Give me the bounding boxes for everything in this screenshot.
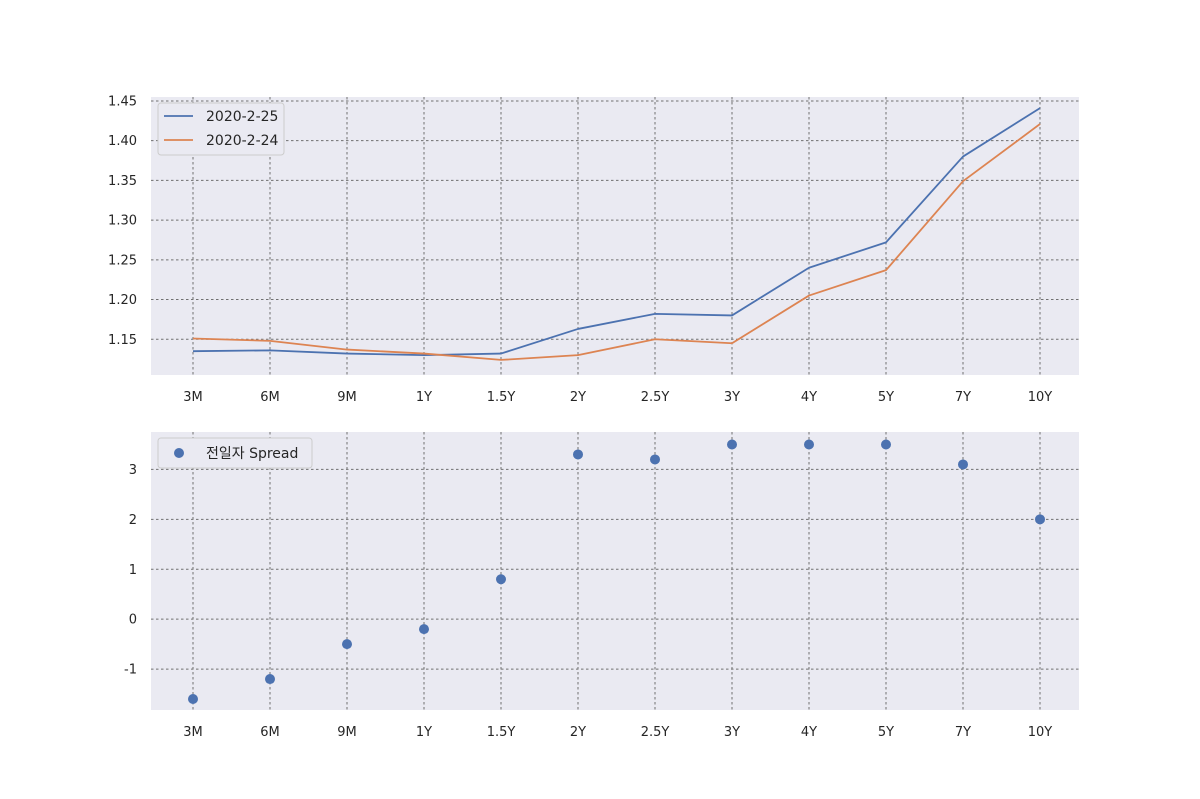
bottom-y-tick-2: 1 xyxy=(129,563,137,578)
spread-point-1y xyxy=(419,624,429,635)
bottom-x-ticks: 3M 6M 9M 1Y 1.5Y 2Y 2.5Y 3Y 4Y 5Y 7Y 10Y xyxy=(183,725,1052,740)
top-x-tick-6m: 6M xyxy=(260,390,280,405)
bottom-legend-box xyxy=(157,437,313,469)
spread-point-2-5y xyxy=(650,454,660,465)
top-legend: 2020-2-25 2020-2-24 xyxy=(157,102,285,156)
bottom-chart-panel: -1 0 1 2 3 3M 6M 9M 1Y 1.5Y 2Y 2.5Y 3Y 4Y 5Y 7Y 10Y 전일자… xyxy=(124,432,1079,740)
top-y-tick-6: 1.45 xyxy=(108,94,137,109)
bottom-x-tick-2-5y: 2.5Y xyxy=(641,725,670,740)
top-y-ticks: 1.15 1.20 1.25 1.30 1.35 1.40 1.45 xyxy=(108,94,137,347)
top-y-tick-3: 1.30 xyxy=(108,214,137,229)
top-y-tick-4: 1.35 xyxy=(108,174,137,189)
spread-point-5y xyxy=(881,439,891,450)
bottom-y-tick-3: 2 xyxy=(129,513,137,528)
bottom-series xyxy=(188,439,1045,705)
legend-label-2020-2-24: 2020-2-24 xyxy=(206,133,279,149)
bottom-x-tick-10y: 10Y xyxy=(1028,725,1053,740)
top-y-tick-2: 1.25 xyxy=(108,253,137,268)
top-x-ticks: 3M 6M 9M 1Y 1.5Y 2Y 2.5Y 3Y 4Y 5Y 7Y 10Y xyxy=(183,390,1052,405)
bottom-grid xyxy=(151,432,1079,710)
top-x-tick-2-5y: 2.5Y xyxy=(641,390,670,405)
spread-point-4y xyxy=(804,439,814,450)
bottom-x-tick-6m: 6M xyxy=(260,725,280,740)
bottom-plot-area xyxy=(151,432,1079,710)
bottom-x-tick-5y: 5Y xyxy=(878,725,894,740)
top-x-tick-10y: 10Y xyxy=(1028,390,1053,405)
top-y-tick-0: 1.15 xyxy=(108,333,137,348)
spread-point-3y xyxy=(727,439,737,450)
bottom-x-tick-3m: 3M xyxy=(183,725,203,740)
bottom-y-tick-0: -1 xyxy=(124,663,137,678)
spread-point-9m xyxy=(342,639,352,650)
top-x-tick-1y: 1Y xyxy=(416,390,432,405)
series-line-2020-2-25 xyxy=(192,107,1041,357)
spread-point-1-5y xyxy=(496,574,506,585)
bottom-x-tick-4y: 4Y xyxy=(801,725,817,740)
spread-point-3m xyxy=(188,694,198,705)
top-x-tick-2y: 2Y xyxy=(570,390,586,405)
bottom-x-tick-3y: 3Y xyxy=(724,725,740,740)
top-x-tick-7y: 7Y xyxy=(955,390,971,405)
top-y-tick-1: 1.20 xyxy=(108,293,137,308)
top-plot-area xyxy=(151,97,1079,375)
bottom-y-tick-4: 3 xyxy=(129,463,137,478)
spread-point-10y xyxy=(1035,514,1045,525)
bottom-y-ticks: -1 0 1 2 3 xyxy=(124,463,137,678)
top-chart-panel: 1.15 1.20 1.25 1.30 1.35 1.40 1.45 3M 6M 9M 1Y 1.5… xyxy=(108,94,1079,405)
bottom-x-tick-2y: 2Y xyxy=(570,725,586,740)
bottom-legend: 전일자 Spread xyxy=(157,437,313,469)
bottom-y-tick-1: 0 xyxy=(129,613,137,628)
series-line-2020-2-24 xyxy=(192,123,1041,361)
bottom-x-tick-1-5y: 1.5Y xyxy=(487,725,516,740)
top-x-tick-4y: 4Y xyxy=(801,390,817,405)
top-y-tick-5: 1.40 xyxy=(108,134,137,149)
spread-point-7y xyxy=(958,459,968,470)
top-x-tick-9m: 9M xyxy=(337,390,357,405)
spread-point-2y xyxy=(573,449,583,460)
top-x-tick-3m: 3M xyxy=(183,390,203,405)
bottom-x-tick-7y: 7Y xyxy=(955,725,971,740)
legend-label-spread: 전일자 Spread xyxy=(206,446,298,462)
legend-label-2020-2-25: 2020-2-25 xyxy=(206,109,278,125)
top-x-tick-3y: 3Y xyxy=(724,390,740,405)
spread-point-6m xyxy=(265,674,275,685)
top-x-tick-1-5y: 1.5Y xyxy=(487,390,516,405)
legend-marker-spread xyxy=(174,448,184,458)
top-series xyxy=(192,107,1041,361)
top-x-tick-5y: 5Y xyxy=(878,390,894,405)
bottom-x-tick-9m: 9M xyxy=(337,725,357,740)
bottom-x-tick-1y: 1Y xyxy=(416,725,432,740)
